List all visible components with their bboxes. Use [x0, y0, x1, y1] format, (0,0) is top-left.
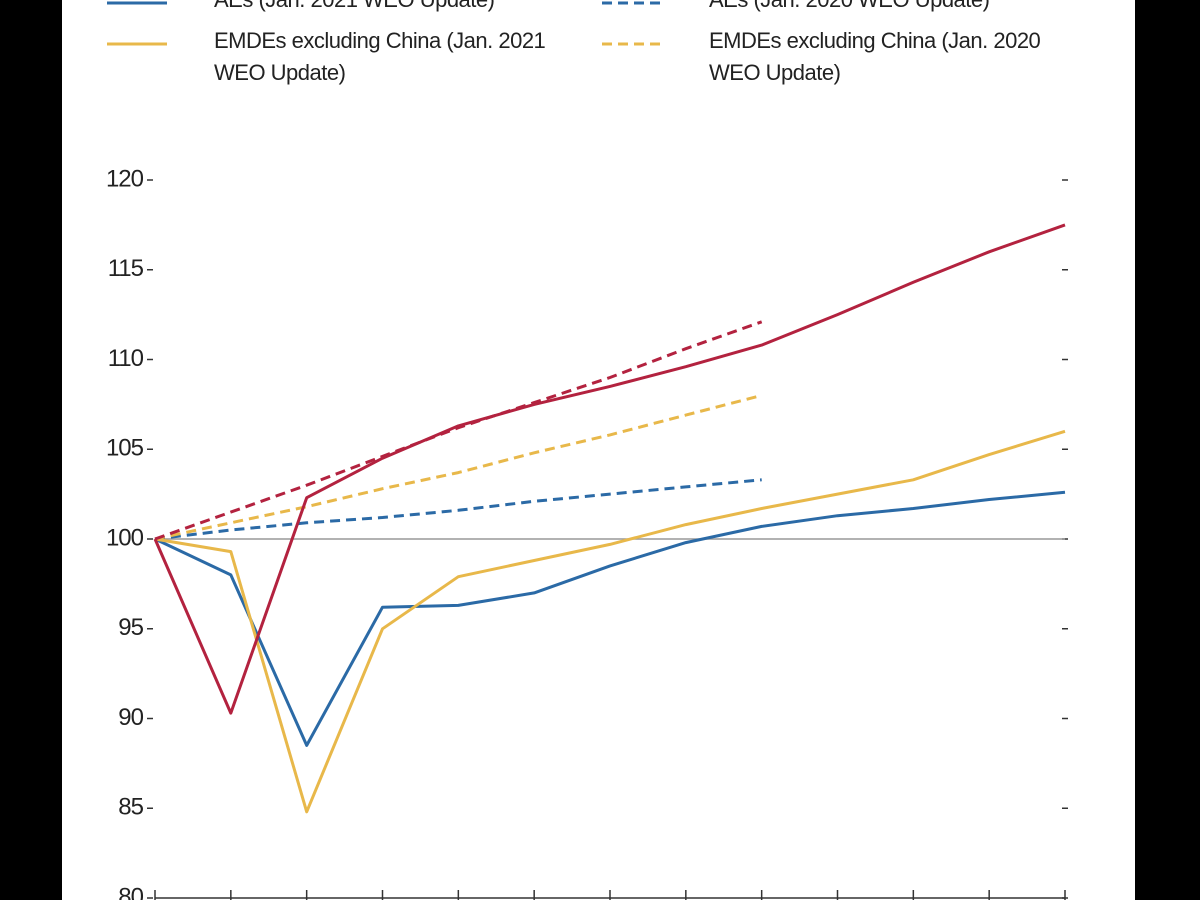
- legend-label: EMDEs excluding China (Jan. 2020 WEO Upd…: [709, 28, 1041, 85]
- series-line: [154, 320, 763, 541]
- legend-label: AEs (Jan. 2021 WEO Update): [214, 0, 574, 16]
- legend-item: EMDEs excluding China (Jan. 2020 WEO Upd…: [597, 25, 1077, 105]
- y-tick-label: 85: [118, 794, 143, 821]
- y-tick-label: 120: [106, 165, 144, 192]
- series-line: [154, 478, 762, 541]
- series-line: [154, 429, 1066, 814]
- legend-item: AEs (Jan. 2021 WEO Update): [102, 0, 582, 64]
- chart: 80 85 90 95 100 105 110 115 120: [106, 165, 1068, 900]
- series-line: [154, 490, 1066, 747]
- y-tick-label: 115: [108, 255, 144, 282]
- legend-label: AEs (Jan. 2020 WEO Update): [709, 0, 1069, 16]
- legend-swatch: [107, 42, 167, 46]
- legend-label: EMDEs excluding China (Jan. 2021 WEO Upd…: [214, 28, 546, 85]
- y-tick-label: 95: [118, 614, 143, 641]
- y-tick-label: 80: [118, 883, 143, 900]
- y-tick-label: 105: [106, 435, 144, 462]
- y-tick-label: 110: [108, 345, 144, 372]
- y-tick-label: 100: [106, 524, 144, 551]
- y-tick-label: 90: [118, 704, 143, 731]
- legend-swatch: [107, 1, 167, 5]
- chart-panel: 80 85 90 95 100 105 110 115 120 AEs (Jan. 2021 W…: [62, 0, 1135, 900]
- series-line: [154, 393, 763, 541]
- legend-item: AEs (Jan. 2020 WEO Update): [597, 0, 1077, 64]
- legend-swatch: [602, 42, 662, 46]
- series-line: [153, 223, 1066, 715]
- legend-item: EMDEs excluding China (Jan. 2021 WEO Upd…: [102, 25, 582, 105]
- legend-swatch: [602, 1, 662, 5]
